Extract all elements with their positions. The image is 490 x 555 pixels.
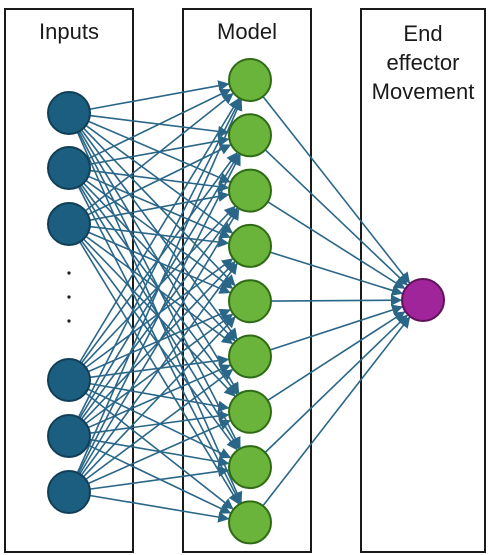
input-hidden-edge xyxy=(82,238,236,397)
input-node xyxy=(47,91,91,135)
ellipsis-dot xyxy=(67,319,71,323)
input-hidden-edge xyxy=(80,262,238,476)
connections xyxy=(76,80,411,523)
input-hidden-edge xyxy=(84,92,234,212)
hidden-node xyxy=(228,334,272,379)
output-title-line: End xyxy=(403,21,443,46)
input-hidden-edge xyxy=(77,153,241,474)
ellipsis-dot xyxy=(67,271,71,275)
hidden-node xyxy=(228,113,272,158)
input-hidden-edge xyxy=(80,240,238,451)
hidden-output-edge xyxy=(270,294,403,306)
input-hidden-edge xyxy=(88,231,231,294)
input-hidden-edge xyxy=(85,235,234,345)
hidden-output-edge xyxy=(269,304,404,351)
input-hidden-edge xyxy=(82,316,236,478)
input-hidden-edge xyxy=(87,144,232,216)
input-node xyxy=(47,146,91,190)
hidden-output-edge xyxy=(262,316,411,507)
hidden-node xyxy=(228,389,272,434)
input-hidden-edge xyxy=(79,97,240,363)
input-node xyxy=(47,358,91,402)
hidden-output-edge xyxy=(269,251,404,296)
input-hidden-edge xyxy=(89,225,230,248)
hidden-output-edge xyxy=(264,149,408,286)
hidden-node xyxy=(228,445,272,490)
hidden-output-edge xyxy=(264,314,408,454)
hidden-node xyxy=(228,168,272,213)
ellipsis xyxy=(67,271,71,323)
nodes xyxy=(47,58,445,545)
hidden-output-edge xyxy=(262,96,411,284)
output-title-line: effector xyxy=(386,50,460,75)
inputs-panel xyxy=(4,8,134,553)
input-hidden-edge xyxy=(89,190,230,221)
ellipsis-dot xyxy=(67,295,71,299)
input-hidden-edge xyxy=(87,88,232,160)
hidden-output-edge xyxy=(267,201,406,289)
input-hidden-edge xyxy=(79,208,240,475)
output-title-line: Movement xyxy=(371,79,475,104)
input-node xyxy=(47,414,91,458)
input-hidden-edge xyxy=(85,369,234,481)
input-hidden-edge xyxy=(76,99,243,474)
input-node xyxy=(47,202,91,246)
input-hidden-edge xyxy=(89,465,230,490)
output-node xyxy=(401,278,445,322)
hidden-output-edge xyxy=(267,311,406,402)
input-hidden-edge xyxy=(87,419,231,485)
input-hidden-edge xyxy=(77,98,241,418)
inputs-title: Inputs xyxy=(39,19,99,44)
model-title: Model xyxy=(217,19,277,44)
input-hidden-edge xyxy=(89,494,230,523)
hidden-node xyxy=(228,223,272,268)
input-hidden-edge xyxy=(89,80,230,111)
hidden-node xyxy=(228,279,272,324)
hidden-node xyxy=(228,58,272,102)
input-node xyxy=(47,470,91,514)
output-title: End effector Movement xyxy=(361,19,485,106)
hidden-node xyxy=(228,500,272,545)
